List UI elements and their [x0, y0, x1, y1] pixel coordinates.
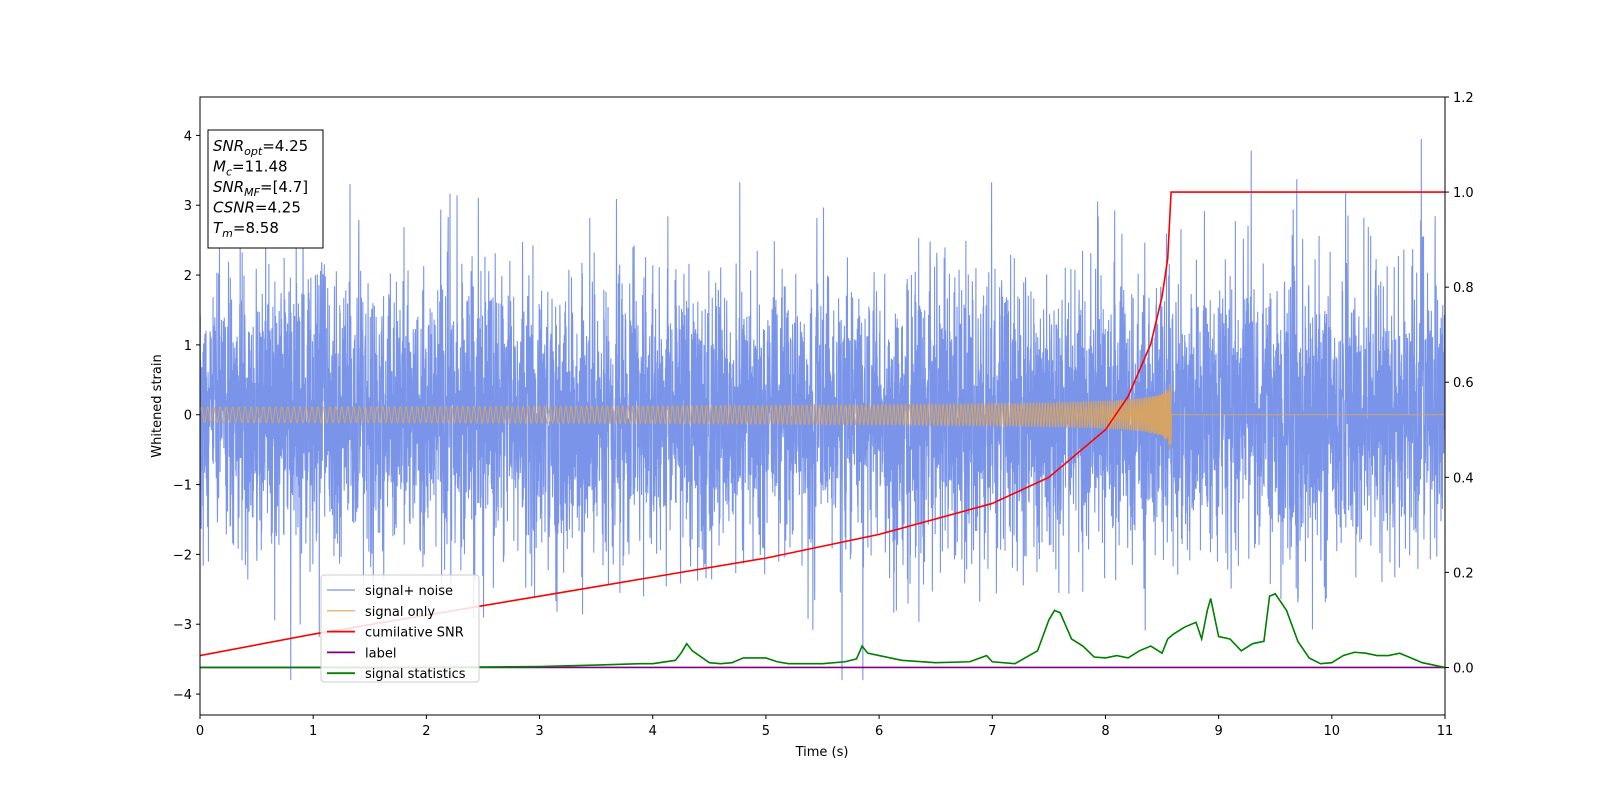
info-box-line: CSNR=4.25: [213, 199, 301, 217]
info-symbol: SNR: [213, 178, 244, 196]
legend-entry: label: [365, 646, 396, 661]
info-subscript: MF: [244, 186, 260, 199]
info-box-line: Mc=11.48: [213, 158, 288, 179]
y-tick-label: 1: [184, 339, 192, 354]
y2-tick-label: 0.8: [1453, 281, 1474, 296]
info-subscript: m: [222, 227, 233, 240]
x-tick-label: 5: [762, 724, 770, 739]
legend-entry: signal statistics: [365, 667, 466, 682]
x-tick-label: 0: [196, 724, 204, 739]
info-box-line: SNRopt=4.25: [213, 137, 308, 158]
info-value: =4.25: [255, 199, 301, 217]
info-symbol: T: [213, 219, 224, 237]
info-symbol: CSNR: [213, 199, 255, 217]
x-tick-label: 1: [309, 724, 317, 739]
info-value: =[4.7]: [260, 178, 308, 196]
x-tick-label: 6: [875, 724, 883, 739]
y2-tick-label: 1.2: [1453, 91, 1474, 106]
x-tick-label: 9: [1214, 724, 1222, 739]
y2-tick-label: 0.4: [1453, 471, 1474, 486]
info-symbol: M: [213, 158, 226, 176]
series-line-signal-statistics: [200, 592, 1445, 669]
y-tick-label: 2: [184, 269, 192, 284]
x-tick-label: 3: [535, 724, 543, 739]
info-symbol: SNR: [213, 137, 244, 155]
y-tick-label: −4: [173, 688, 192, 703]
info-box: SNRopt=4.25Mc=11.48SNRMF=[4.7]CSNR=4.25T…: [207, 129, 324, 249]
info-box-line: Tm=8.58: [213, 219, 279, 240]
y-tick-label: −1: [173, 479, 192, 494]
series-line-cumilative-snr: [200, 191, 1445, 657]
legend-entry: signal only: [365, 605, 435, 620]
x-tick-label: 11: [1437, 724, 1454, 739]
x-tick-label: 8: [1101, 724, 1109, 739]
info-value: =4.25: [262, 137, 308, 155]
y-tick-label: −2: [173, 548, 192, 563]
info-value: =11.48: [232, 158, 288, 176]
y-tick-label: 3: [184, 199, 192, 214]
x-tick-label: 2: [422, 724, 430, 739]
axes-frame: [199, 96, 1446, 716]
y-tick-label: 0: [184, 409, 192, 424]
info-box-line: SNRMF=[4.7]: [213, 178, 308, 199]
legend-entry: signal+ noise: [365, 584, 453, 599]
x-tick-label: 7: [988, 724, 996, 739]
x-tick-label: 4: [649, 724, 657, 739]
y-axis-label: Whitened strain: [150, 354, 165, 457]
series-line-signal-noise: [200, 139, 1445, 681]
x-axis-label: Time (s): [795, 745, 849, 760]
legend-frame: [320, 574, 480, 683]
y2-tick-label: 0.6: [1453, 376, 1474, 391]
x-tick-label: 10: [1324, 724, 1341, 739]
legend-entry: cumilative SNR: [365, 626, 464, 641]
y2-tick-label: 0.2: [1453, 566, 1474, 581]
info-value: =8.58: [233, 219, 279, 237]
y-tick-label: 4: [184, 129, 192, 144]
info-subscript: c: [226, 166, 232, 179]
series-line-signal-only: [200, 383, 1445, 450]
y-tick-label: −3: [173, 618, 192, 633]
y2-tick-label: 1.0: [1453, 186, 1474, 201]
y2-tick-label: 0.0: [1453, 661, 1474, 676]
info-subscript: opt: [244, 145, 263, 158]
y-axis-ticks: −4 −3 −2 −1 0 1 2 3 4: [173, 129, 200, 703]
legend: signal+ noise signal only cumilative SNR la…: [320, 574, 480, 683]
x-axis-ticks: 0 1 2 3 4 5 6 7 8 9 10 11: [196, 715, 1453, 739]
y2-axis-ticks: 0.0 0.2 0.4 0.6 0.8 1.0 1.2: [1445, 91, 1474, 676]
info-box-frame: [207, 129, 324, 249]
